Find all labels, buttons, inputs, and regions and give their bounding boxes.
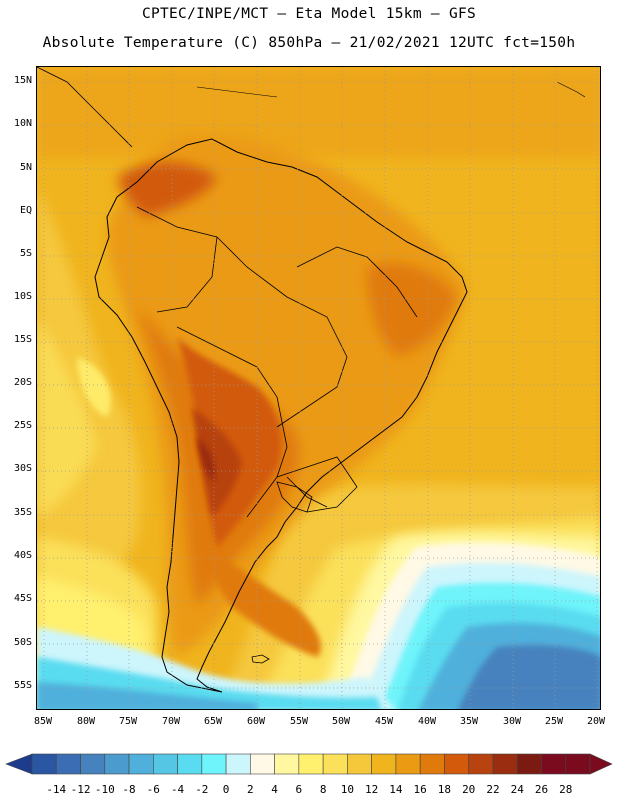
legend-swatch	[274, 753, 300, 775]
temperature-map	[36, 66, 601, 710]
legend-swatch	[492, 753, 518, 775]
legend-swatch	[565, 753, 591, 775]
legend-swatch	[55, 753, 81, 775]
legend-tick-label: -12	[70, 783, 91, 796]
legend-tick-label: 2	[247, 783, 254, 796]
legend-tick-label: -6	[146, 783, 160, 796]
legend-tick-label: 24	[510, 783, 524, 796]
lon-label: 80W	[76, 716, 96, 727]
legend-swatch	[419, 753, 445, 775]
legend-tick-label: 22	[486, 783, 500, 796]
legend-swatch	[347, 753, 372, 775]
legend-tick-label: 14	[389, 783, 403, 796]
legend-tick-label: 20	[462, 783, 476, 796]
legend-tick-label: 16	[413, 783, 427, 796]
lat-label: 5S	[19, 248, 32, 259]
legend-tick-label: 8	[319, 783, 327, 796]
lon-label: 70W	[161, 716, 181, 727]
legend-tick-label: -14	[46, 783, 67, 796]
legend-tick-label: 0	[222, 783, 230, 796]
lat-label: 35S	[13, 507, 32, 518]
lat-label: 40S	[13, 550, 32, 561]
lon-label: 60W	[246, 716, 266, 727]
lon-label: 35W	[459, 716, 479, 727]
lat-label: 55S	[13, 680, 32, 691]
legend-tick-label: 28	[559, 783, 573, 796]
legend-swatch	[128, 753, 154, 775]
legend-tick-label: 18	[437, 783, 452, 796]
legend-swatch	[104, 753, 130, 775]
lat-label: 25S	[13, 420, 32, 431]
legend-tick-label: 26	[534, 783, 549, 796]
legend-tick-label: 6	[295, 783, 303, 796]
legend-swatch	[468, 753, 494, 775]
legend-swatch	[177, 753, 203, 775]
legend-swatch	[541, 753, 567, 775]
legend-swatch	[322, 753, 348, 775]
lon-label: 20W	[586, 716, 606, 727]
lon-label: 65W	[203, 716, 223, 727]
legend-tick-label: -10	[94, 783, 115, 796]
legend-swatch	[80, 753, 106, 775]
lat-label: 15N	[13, 75, 32, 86]
legend-swatch	[31, 753, 57, 775]
temperature-field	[37, 67, 600, 709]
lat-label: 30S	[13, 463, 32, 474]
lon-label: 25W	[544, 716, 564, 727]
legend-tick-label: 4	[271, 783, 278, 796]
legend-arrow-left	[5, 753, 33, 775]
legend-swatch	[250, 753, 275, 775]
lat-label: 5N	[19, 162, 32, 173]
map-title: CPTEC/INPE/MCT – Eta Model 15km – GFS	[141, 6, 477, 22]
lon-label: 45W	[374, 716, 394, 727]
lon-label: 40W	[417, 716, 437, 727]
lon-label: 30W	[502, 716, 522, 727]
lat-label: 45S	[13, 593, 32, 604]
legend-tick-label: -8	[122, 783, 136, 796]
lon-label: 75W	[118, 716, 138, 727]
lon-label: 55W	[289, 716, 309, 727]
lon-label: 85W	[33, 716, 53, 727]
legend-tick-label: -2	[195, 783, 209, 796]
legend-swatch	[225, 753, 251, 775]
lat-label: 20S	[13, 377, 32, 388]
legend-swatch	[298, 753, 324, 775]
map-subtitle: Absolute Temperature (C) 850hPa – 21/02/…	[42, 35, 576, 51]
legend-swatch	[444, 753, 469, 775]
lat-label: 50S	[13, 637, 32, 648]
lat-label: 15S	[13, 334, 32, 345]
legend-tick-label: 10	[340, 783, 355, 796]
lat-label: EQ	[19, 205, 32, 216]
legend-swatch	[516, 753, 542, 775]
lat-label: 10S	[13, 291, 32, 302]
legend-swatch	[201, 753, 227, 775]
legend-swatch	[371, 753, 397, 775]
lon-label: 50W	[331, 716, 351, 727]
legend-arrow-right	[589, 753, 613, 775]
legend-swatch	[153, 753, 178, 775]
legend-swatch	[395, 753, 421, 775]
legend-tick-label: -4	[170, 783, 185, 796]
lat-label: 10N	[13, 118, 32, 129]
legend-tick-label: 12	[365, 783, 379, 796]
color-legend-bar	[5, 753, 613, 775]
